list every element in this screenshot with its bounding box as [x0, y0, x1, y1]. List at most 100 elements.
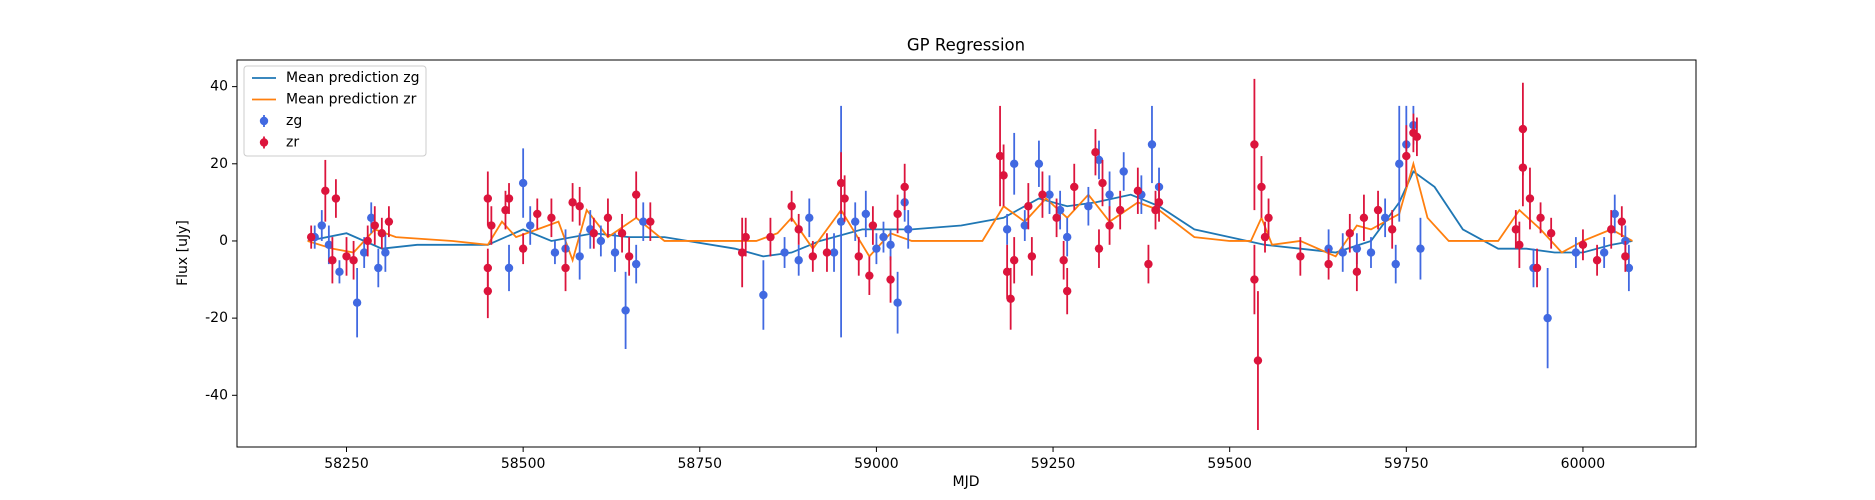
data-point	[1546, 229, 1556, 238]
data-point	[1412, 132, 1422, 141]
mean-line	[307, 160, 1633, 264]
legend-label: Mean prediction zg	[286, 70, 420, 86]
data-point	[1002, 225, 1012, 234]
data-point	[1518, 163, 1528, 172]
data-point	[483, 194, 493, 203]
data-point	[1345, 229, 1354, 238]
data-point	[1059, 256, 1068, 265]
data-point	[1402, 151, 1411, 161]
x-tick-label: 58500	[501, 456, 546, 472]
data-point	[1052, 213, 1061, 223]
x-tick-label: 59000	[854, 456, 899, 472]
data-point	[1105, 190, 1114, 199]
data-point	[1352, 267, 1362, 277]
data-point	[367, 213, 376, 223]
data-point	[1020, 221, 1029, 230]
data-point	[1084, 202, 1093, 211]
data-point	[759, 290, 768, 300]
data-point	[377, 229, 387, 238]
data-point	[321, 186, 330, 196]
data-point	[561, 263, 570, 273]
y-tick-label: 40	[210, 79, 228, 95]
data-point	[886, 275, 895, 284]
data-point	[639, 217, 648, 226]
y-tick-label: 0	[219, 233, 228, 249]
data-point	[610, 248, 620, 257]
data-point	[1324, 259, 1333, 269]
data-point	[596, 236, 606, 246]
data-point	[624, 252, 634, 261]
x-tick-label: 59250	[1031, 456, 1076, 472]
data-point	[1391, 259, 1400, 269]
legend-swatch	[259, 138, 269, 147]
data-point	[1621, 252, 1630, 261]
data-point	[317, 221, 326, 230]
data-point	[868, 221, 878, 230]
data-point	[1062, 232, 1072, 242]
data-point	[822, 248, 832, 257]
data-point	[1133, 186, 1143, 196]
data-point	[1599, 248, 1609, 257]
data-point	[794, 225, 803, 234]
data-point	[504, 263, 514, 273]
data-point	[840, 194, 849, 203]
data-point	[1352, 244, 1362, 253]
data-point	[893, 209, 902, 219]
data-point	[363, 236, 372, 246]
x-tick-label: 59500	[1207, 456, 1252, 472]
data-point	[1387, 225, 1397, 234]
data-point	[1260, 232, 1270, 242]
data-point	[1571, 248, 1581, 257]
data-point	[349, 256, 358, 265]
legend-swatch	[259, 116, 269, 126]
plot-area	[306, 78, 1634, 431]
data-point	[370, 221, 379, 230]
data-point	[1624, 263, 1634, 273]
data-point	[829, 248, 839, 257]
data-point	[1380, 213, 1390, 223]
data-point	[780, 248, 789, 257]
axes-frame	[236, 59, 1697, 448]
y-tick-label: 20	[210, 156, 228, 172]
data-point	[995, 151, 1005, 161]
data-point	[324, 240, 334, 250]
data-point	[352, 298, 362, 307]
chart-title: GP Regression	[907, 36, 1025, 55]
data-point	[836, 217, 846, 226]
data-point	[1296, 252, 1305, 261]
data-point	[533, 209, 542, 219]
data-point	[1024, 202, 1033, 211]
data-point	[1617, 217, 1627, 226]
data-point	[893, 298, 902, 307]
data-point	[1119, 167, 1128, 176]
x-tick-label: 58750	[678, 456, 723, 472]
data-point	[737, 248, 747, 257]
data-point	[999, 171, 1008, 180]
data-point	[1094, 244, 1104, 253]
data-point	[900, 182, 909, 192]
x-tick-label: 58250	[324, 456, 369, 472]
data-point	[1070, 182, 1079, 192]
data-point	[1038, 190, 1047, 199]
data-point	[1525, 194, 1535, 203]
data-point	[1578, 240, 1588, 250]
data-point	[1515, 240, 1524, 250]
data-point	[1532, 263, 1542, 273]
data-point	[359, 248, 369, 257]
data-point	[504, 194, 514, 203]
x-tick-label: 59750	[1384, 456, 1429, 472]
data-point	[1034, 159, 1044, 168]
data-point	[501, 205, 510, 215]
data-point	[787, 202, 796, 211]
data-point	[851, 217, 860, 226]
data-point	[621, 306, 630, 315]
data-point	[1257, 182, 1266, 192]
data-point	[328, 256, 337, 265]
data-point	[766, 232, 775, 242]
data-point	[631, 259, 641, 269]
legend-box	[243, 65, 427, 157]
data-point	[1366, 248, 1376, 257]
data-point	[342, 252, 351, 261]
data-point	[1115, 205, 1125, 215]
data-point	[1006, 294, 1015, 304]
